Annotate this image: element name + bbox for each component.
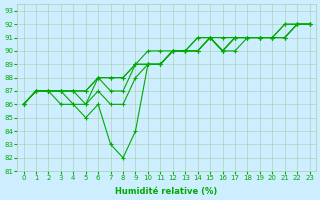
X-axis label: Humidité relative (%): Humidité relative (%) bbox=[116, 187, 218, 196]
